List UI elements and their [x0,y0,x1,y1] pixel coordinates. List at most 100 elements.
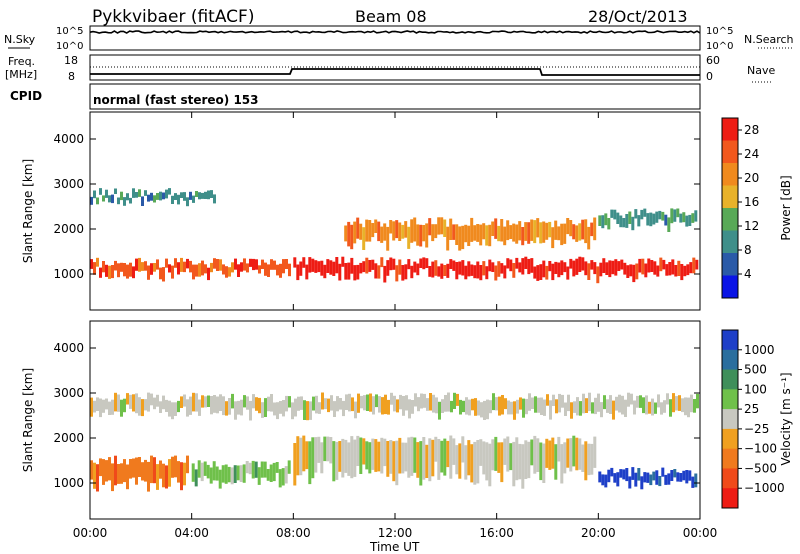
heatmap-cell [482,441,486,475]
heatmap-cell [668,262,672,276]
heatmap-cell [542,221,546,243]
heatmap-cell [585,398,588,413]
heatmap-cell [503,438,507,465]
heatmap-cell [129,394,132,409]
x-tick-label: 20:00 [581,526,616,540]
heatmap-cell [189,191,192,200]
heatmap-cell [674,265,678,277]
heatmap-cell [150,263,153,275]
heatmap-cell [432,394,435,413]
heatmap-cell [507,400,510,415]
heatmap-cell [398,437,402,474]
heatmap-cell [296,264,300,281]
heatmap-cell [677,260,681,276]
y-tick-label: 1000 [53,476,84,490]
figure-title: Pykkvibaer (fitACF) [92,7,254,27]
heatmap-cell [467,225,471,246]
heatmap-cell [691,213,695,223]
heatmap-cell [239,465,243,482]
colorbar-segment [722,349,738,371]
heatmap-cell [524,440,528,479]
heatmap-cell [273,402,276,416]
heatmap-cell [105,189,108,198]
heatmap-cell [522,398,525,418]
heatmap-cell [240,262,243,272]
heatmap-cell [524,222,528,241]
heatmap-cell [606,399,609,413]
heatmap-cell [258,265,261,274]
heatmap-cell [204,191,207,199]
heatmap-cell [288,396,291,408]
colorbar-tick-label: −500 [744,461,777,475]
velocity-ylabel: Slant Range [km] [21,368,35,472]
heatmap-cell [144,459,147,482]
heatmap-cell [267,396,270,412]
heatmap-cell [99,398,102,418]
heatmap-cell [440,440,444,473]
heatmap-cell [680,264,684,281]
power-panel: Slant Range [km] 1000 2000 3000 4000 4 8 12 16… [21,111,793,311]
heatmap-cell [500,263,504,274]
heatmap-cell [545,438,549,468]
heatmap-cell [621,395,624,415]
colorbar-tick-label: 500 [744,363,767,377]
heatmap-cell [581,257,585,271]
heatmap-cell [278,469,282,488]
heatmap-cell [306,401,309,421]
heatmap-cell [284,466,288,484]
heatmap-cell [102,261,105,273]
heatmap-cell [132,266,135,279]
heatmap-cell [411,400,414,414]
heatmap-cell [578,256,582,272]
heatmap-cell [393,395,396,412]
heatmap-cell [570,402,573,419]
heatmap-cell [456,393,459,406]
heatmap-cell [485,266,489,280]
heatmap-cell [619,469,623,478]
heatmap-cell [542,443,546,483]
heatmap-cell [392,441,396,482]
y-tick-label: 3000 [53,177,84,191]
heatmap-cell [670,208,674,224]
heatmap-cell [380,437,384,474]
heatmap-cell [683,265,687,277]
heatmap-cell [365,257,369,274]
heatmap-cell [192,264,195,280]
heatmap-cell [323,264,327,279]
heatmap-cell [353,265,357,281]
heatmap-cell [365,441,369,470]
heatmap-cell [371,223,375,238]
heatmap-cell [93,190,96,199]
heatmap-cell [111,399,114,415]
heatmap-cell [159,401,162,413]
heatmap-cell [419,258,423,268]
heatmap-cell [579,401,582,416]
heatmap-cell [404,221,408,238]
heatmap-cell [578,223,582,241]
heatmap-cell [387,399,390,415]
heatmap-cell [410,436,414,476]
heatmap-cell [521,258,525,275]
heatmap-cell [578,438,582,470]
heatmap-cell [443,438,447,476]
heatmap-cell [631,467,635,480]
heatmap-cell [326,259,330,273]
heatmap-cell [458,443,462,479]
heatmap-cell [533,266,537,279]
colorbar-tick-label: −25 [744,422,769,436]
y-tick-label: 4000 [53,341,84,355]
heatmap-cell [257,467,261,485]
cpid-label: CPID [10,89,42,103]
heatmap-cell [162,192,165,200]
heatmap-cell [120,399,123,417]
heatmap-cell [392,258,396,270]
heatmap-cell [159,460,162,479]
heatmap-cell [563,223,567,244]
heatmap-cell [272,462,276,482]
heatmap-cell [279,401,282,414]
heatmap-cell [381,397,384,415]
heatmap-cell [575,437,579,471]
heatmap-cell [201,260,204,276]
heatmap-cell [245,461,249,474]
